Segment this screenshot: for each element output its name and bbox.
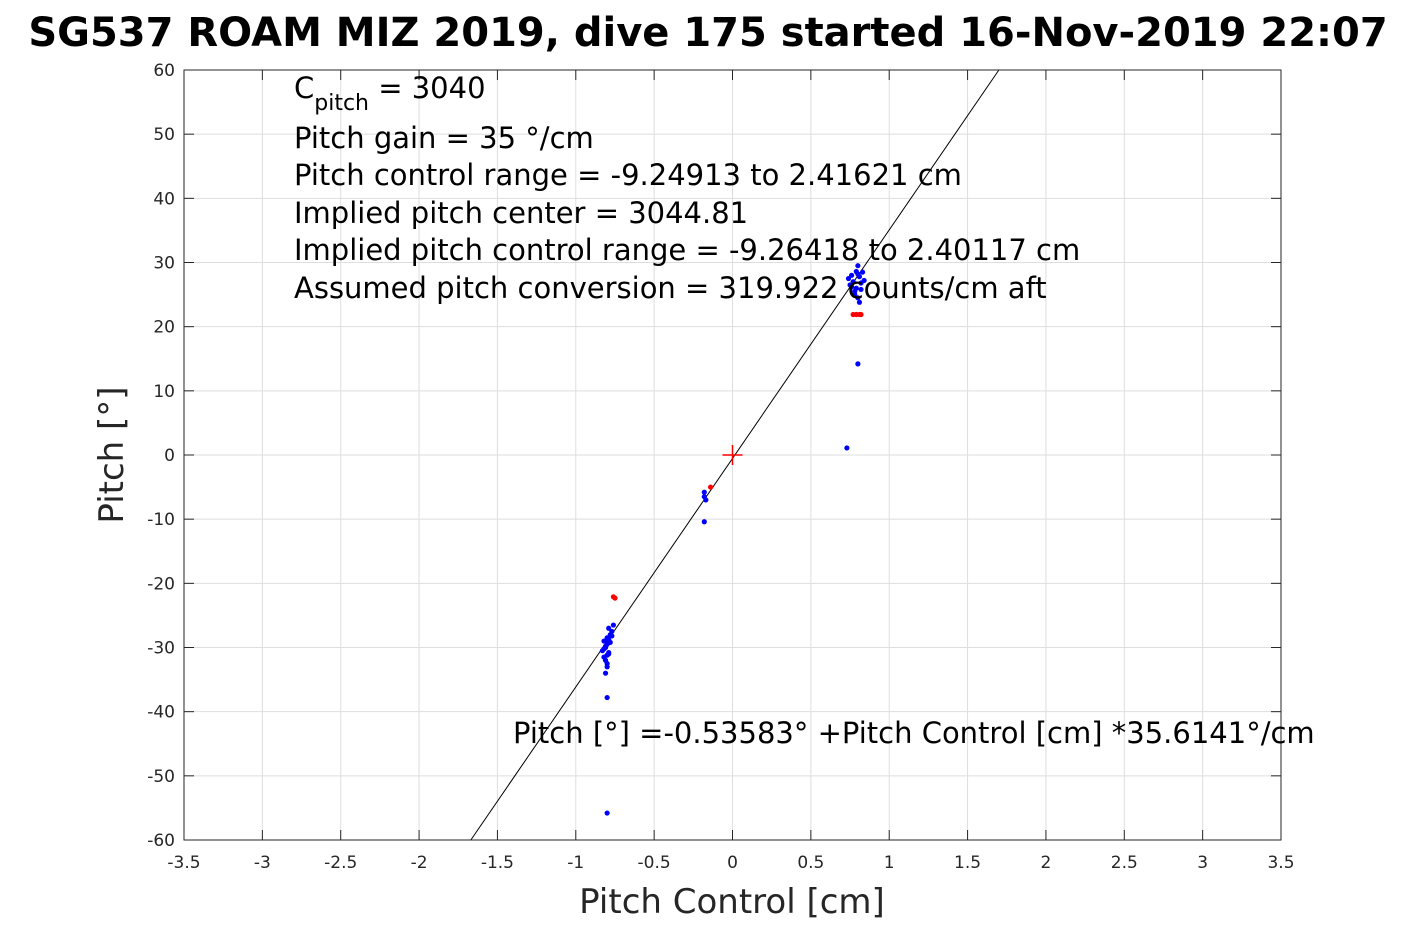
x-axis-label: Pitch Control [cm] (579, 882, 885, 922)
data-point (853, 268, 859, 275)
data-point (852, 291, 858, 298)
annotation-pitch-control-range: Pitch control range = -9.24913 to 2.4162… (294, 158, 962, 192)
data-point (861, 277, 867, 284)
x-tick-label: -0.5 (638, 853, 671, 873)
data-point (855, 361, 861, 367)
data-point (858, 311, 864, 318)
y-tick-label: 50 (153, 125, 175, 145)
annotation-pitch-conversion: Assumed pitch conversion = 319.922 count… (294, 271, 1047, 305)
data-point (859, 269, 866, 275)
data-point (856, 299, 863, 305)
data-point (849, 284, 855, 290)
data-point (845, 275, 852, 282)
annotation-implied-pitch-control-range: Implied pitch control range = -9.26418 t… (294, 233, 1080, 267)
data-point (610, 622, 616, 628)
x-tick-label: -3 (254, 853, 271, 873)
data-point (604, 694, 610, 701)
data-point (850, 279, 856, 285)
y-tick-label: -50 (147, 767, 175, 787)
data-point (604, 664, 610, 670)
data-point (853, 285, 859, 291)
data-point (609, 628, 615, 635)
data-point (612, 595, 618, 601)
y-tick-label: -30 (147, 639, 175, 659)
x-tick-label: -1 (567, 853, 584, 873)
x-tick-label: 0.5 (797, 853, 824, 873)
y-tick-label: 0 (164, 446, 175, 466)
y-tick-label: -10 (147, 510, 175, 530)
data-point (604, 810, 610, 816)
data-point (701, 519, 707, 525)
grid (184, 70, 1281, 840)
x-tick-label: 0 (727, 853, 738, 873)
y-tick-label: 30 (153, 254, 175, 274)
ticks: -3.5 -3 -2.5 -2 -1.5 -1 -0.5 0 0.5 1 1.5 2 2.5 3 3.5 -6… (147, 61, 1294, 873)
center-marker-group (722, 445, 743, 465)
data-point (606, 637, 612, 643)
data-point (701, 489, 707, 495)
y-tick-label: -20 (147, 574, 175, 594)
x-tick-label: 2.5 (1111, 853, 1138, 873)
y-tick-label: 60 (153, 61, 175, 81)
data-point (703, 497, 709, 503)
data-point (855, 263, 861, 269)
x-tick-label: -3.5 (167, 853, 200, 873)
x-tick-label: -2 (411, 853, 428, 873)
y-tick-label: -60 (147, 831, 175, 851)
data-point (855, 295, 861, 301)
data-point (707, 484, 714, 490)
x-tick-label: 1.5 (954, 853, 981, 873)
y-axis-label: Pitch [°] (92, 386, 132, 523)
x-tick-label: 3 (1197, 853, 1208, 873)
x-tick-label: 3.5 (1267, 853, 1294, 873)
data-point (606, 650, 612, 656)
scatter-points (599, 263, 867, 816)
data-point (858, 286, 864, 293)
data-point (849, 272, 855, 278)
data-point (602, 670, 609, 676)
x-tick-label: 1 (884, 853, 895, 873)
y-tick-label: -40 (147, 703, 175, 723)
annotation-implied-pitch-center: Implied pitch center = 3044.81 (294, 196, 748, 230)
data-point (606, 625, 612, 631)
y-tick-label: 10 (153, 382, 175, 402)
annotation-fit-equation: Pitch [°] =-0.53583° +Pitch Control [cm]… (513, 716, 1315, 750)
x-tick-label: -2.5 (324, 853, 357, 873)
y-tick-label: 40 (153, 189, 175, 209)
annotation-c-pitch: Cpitch = 3040 (294, 71, 486, 116)
x-tick-label: -1.5 (481, 853, 514, 873)
data-point (844, 445, 850, 451)
x-tick-label: 2 (1041, 853, 1052, 873)
data-point (856, 274, 863, 280)
chart-title: SG537 ROAM MIZ 2019, dive 175 started 16… (28, 10, 1387, 56)
annotation-pitch-gain: Pitch gain = 35 °/cm (294, 121, 594, 155)
data-point (609, 633, 615, 639)
data-point (602, 643, 609, 649)
y-tick-label: 20 (153, 318, 175, 338)
data-point (601, 638, 607, 644)
